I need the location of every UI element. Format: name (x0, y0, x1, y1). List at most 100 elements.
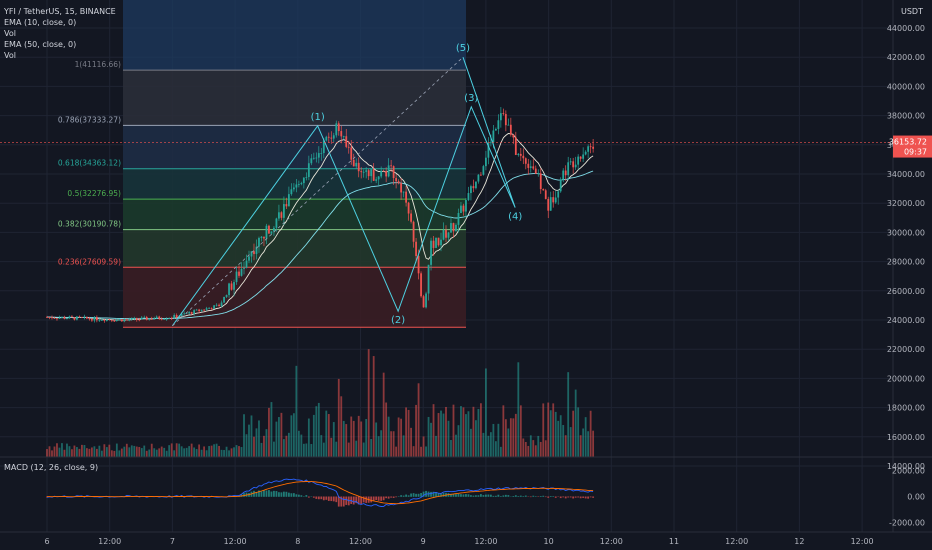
time-tick-5: 12:00 (349, 537, 372, 546)
macd-hist-133 (377, 496, 380, 501)
macd-hist-215 (582, 496, 585, 498)
candle-body-149 (417, 256, 420, 274)
macd-hist-214 (579, 496, 582, 499)
macd-tick-2: -2000.00 (889, 519, 925, 528)
candle-body-3 (53, 318, 56, 319)
candle-body-143 (402, 191, 405, 193)
candle-body-110 (320, 153, 323, 154)
volume-bar-110 (320, 435, 323, 457)
candle-body-21 (98, 320, 101, 322)
macd-hist-192 (524, 495, 527, 497)
volume-bar-32 (125, 443, 128, 457)
volume-bar-41 (148, 449, 151, 457)
volume-bar-168 (465, 414, 467, 457)
candle-body-9 (68, 316, 71, 319)
macd-hist-107 (312, 496, 315, 498)
candle-body-140 (395, 178, 398, 182)
macd-hist-157 (437, 493, 440, 497)
macd-hist-163 (452, 494, 455, 497)
candle-body-77 (238, 271, 240, 276)
volume-bar-139 (392, 431, 395, 457)
candle-body-73 (228, 283, 230, 296)
volume-bar-204 (554, 411, 557, 457)
volume-bar-37 (138, 446, 141, 457)
volume-bar-43 (153, 448, 156, 457)
volume-bar-219 (592, 430, 595, 457)
candle-body-50 (170, 318, 173, 319)
volume-bar-90 (270, 402, 273, 457)
macd-hist-203 (552, 496, 555, 497)
macd-hist-158 (440, 493, 442, 497)
volume-bar-149 (417, 383, 420, 457)
volume-bars (46, 349, 595, 457)
volume-bar-188 (514, 413, 517, 457)
volume-bar-211 (572, 410, 575, 457)
candle-body-25 (108, 319, 111, 321)
legend-ema10[interactable]: EMA (10, close, 0) (4, 18, 77, 27)
candle-body-215 (582, 154, 585, 159)
volume-bar-117 (337, 378, 340, 457)
candle-body-98 (290, 189, 293, 195)
volume-bar-101 (297, 430, 300, 457)
time-tick-6: 9 (421, 537, 426, 546)
candle-body-69 (218, 304, 220, 307)
volume-bar-154 (430, 422, 432, 457)
legend-vol-1[interactable]: Vol (4, 29, 16, 38)
macd-hist-216 (584, 496, 587, 499)
macd-hist-148 (415, 493, 417, 497)
fibonacci-retracement[interactable]: 1(41116.66) 0.786(37333.27) 0.618(34363.12… (58, 0, 466, 328)
volume-bar-200 (544, 440, 547, 457)
candle-body-58 (190, 312, 193, 314)
volume-bar-35 (133, 445, 136, 457)
volume-bar-19 (93, 446, 96, 457)
volume-bar-153 (427, 416, 430, 457)
macd-hist-118 (340, 496, 343, 507)
macd-hist-93 (278, 492, 280, 497)
volume-bar-96 (285, 435, 288, 457)
symbol-title[interactable]: YFI / TetherUS, 15, BINANCE (4, 7, 116, 16)
candle-body-207 (562, 170, 565, 180)
candle-body-31 (123, 319, 126, 322)
legend-vol-2[interactable]: Vol (4, 51, 16, 60)
macd-hist-194 (529, 496, 532, 498)
candle-body-192 (524, 158, 527, 164)
macd-hist-171 (472, 495, 475, 497)
candle-body-86 (260, 236, 263, 238)
legend-macd[interactable]: MACD (12, 26, close, 9) (4, 463, 99, 472)
candle-body-125 (357, 162, 360, 172)
macd-hist-188 (514, 495, 517, 497)
time-tick-3: 12:00 (224, 537, 247, 546)
volume-bar-8 (66, 443, 68, 457)
candle-body-152 (425, 293, 427, 308)
time-tick-1: 12:00 (98, 537, 121, 546)
candle-body-209 (567, 162, 570, 176)
candle-body-81 (248, 256, 250, 261)
volume-bar-85 (258, 420, 260, 457)
candle-body-146 (410, 213, 412, 222)
volume-bar-130 (370, 439, 373, 457)
elliott-wave-drawing[interactable]: (1) (2) (3) (4) (5) (171, 43, 522, 326)
time-tick-9: 12:00 (600, 537, 623, 546)
candle-body-42 (150, 318, 153, 320)
volume-bar-15 (83, 445, 86, 457)
last-price-badge (893, 135, 932, 158)
candle-body-28 (115, 319, 118, 322)
legend-ema50[interactable]: EMA (50, close, 0) (4, 40, 77, 49)
volume-bar-195 (532, 440, 535, 457)
fib-zone-4 (123, 229, 466, 268)
volume-bar-146 (410, 427, 412, 457)
volume-bar-6 (61, 443, 63, 457)
price-tick-0: 44000.00 (887, 24, 925, 33)
candle-body-62 (200, 309, 203, 311)
time-tick-8: 10 (544, 537, 554, 546)
candle-body-38 (140, 317, 143, 320)
candle-body-175 (482, 166, 485, 175)
macd-hist-177 (487, 494, 490, 497)
volume-bar-142 (400, 418, 403, 457)
candle-body-218 (589, 146, 592, 148)
volume-bar-119 (342, 420, 345, 457)
candle-body-205 (557, 191, 560, 198)
volume-bar-145 (407, 409, 410, 457)
macd-hist-183 (502, 495, 505, 497)
